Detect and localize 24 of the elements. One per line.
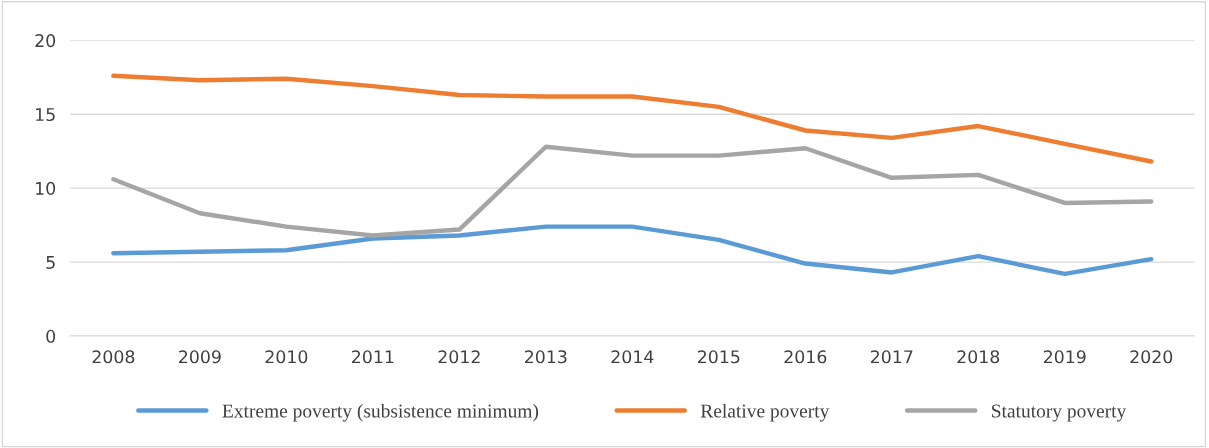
x-tick-label: 2015 xyxy=(697,350,740,364)
line-series xyxy=(111,144,1154,238)
x-tick-label: 2018 xyxy=(957,350,1000,364)
x-tick-label: 2008 xyxy=(92,350,135,364)
x-tick-label: 2016 xyxy=(784,350,827,364)
x-tick-label: 2020 xyxy=(1130,350,1173,364)
legend-label: Statutory poverty xyxy=(992,404,1127,422)
legend-label: Extreme poverty (subsistence minimum) xyxy=(222,403,539,422)
x-tick-label: 2014 xyxy=(611,350,654,364)
y-tick-label: 0 xyxy=(46,329,56,343)
x-tick-label: 2010 xyxy=(265,350,308,364)
x-tick-label: 2019 xyxy=(1043,350,1086,364)
x-tick-label: 2011 xyxy=(352,350,394,364)
x-tick-label: 2012 xyxy=(438,350,480,364)
y-tick-label: 15 xyxy=(36,108,55,122)
y-tick-label: 5 xyxy=(46,256,55,269)
x-tick-label: 2017 xyxy=(870,350,913,364)
line-series xyxy=(111,224,1154,277)
legend-label: Relative poverty xyxy=(700,403,830,422)
x-tick-label: 2009 xyxy=(179,350,221,364)
y-tick-label: 10 xyxy=(36,181,56,195)
y-tick-label: 20 xyxy=(35,34,56,48)
x-tick-label: 2013 xyxy=(525,350,567,364)
line-series xyxy=(111,73,1154,164)
